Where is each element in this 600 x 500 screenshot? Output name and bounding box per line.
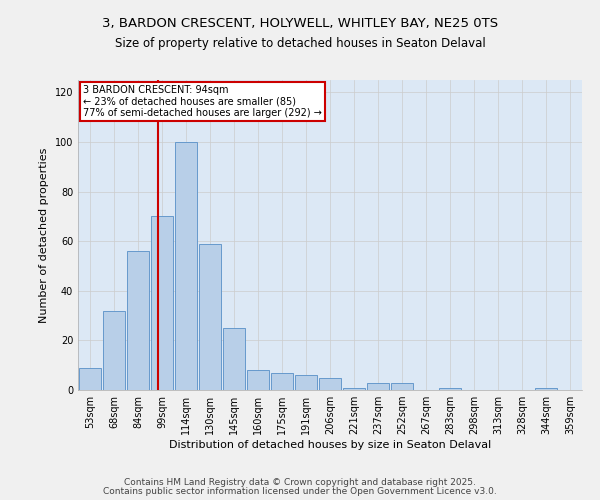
Text: Contains HM Land Registry data © Crown copyright and database right 2025.: Contains HM Land Registry data © Crown c… [124, 478, 476, 487]
Bar [319, 378, 341, 390]
Bar [151, 216, 173, 390]
Text: Size of property relative to detached houses in Seaton Delaval: Size of property relative to detached ho… [115, 38, 485, 51]
Bar [103, 310, 125, 390]
Y-axis label: Number of detached properties: Number of detached properties [39, 148, 49, 322]
Bar [223, 328, 245, 390]
Bar [295, 375, 317, 390]
Bar [79, 368, 101, 390]
Bar [367, 382, 389, 390]
Bar [175, 142, 197, 390]
X-axis label: Distribution of detached houses by size in Seaton Delaval: Distribution of detached houses by size … [169, 440, 491, 450]
Bar [535, 388, 557, 390]
Bar [199, 244, 221, 390]
Text: Contains public sector information licensed under the Open Government Licence v3: Contains public sector information licen… [103, 487, 497, 496]
Bar [391, 382, 413, 390]
Bar [343, 388, 365, 390]
Bar [247, 370, 269, 390]
Text: 3, BARDON CRESCENT, HOLYWELL, WHITLEY BAY, NE25 0TS: 3, BARDON CRESCENT, HOLYWELL, WHITLEY BA… [102, 18, 498, 30]
Bar [439, 388, 461, 390]
Text: 3 BARDON CRESCENT: 94sqm
← 23% of detached houses are smaller (85)
77% of semi-d: 3 BARDON CRESCENT: 94sqm ← 23% of detach… [83, 84, 322, 118]
Bar [271, 372, 293, 390]
Bar [127, 251, 149, 390]
